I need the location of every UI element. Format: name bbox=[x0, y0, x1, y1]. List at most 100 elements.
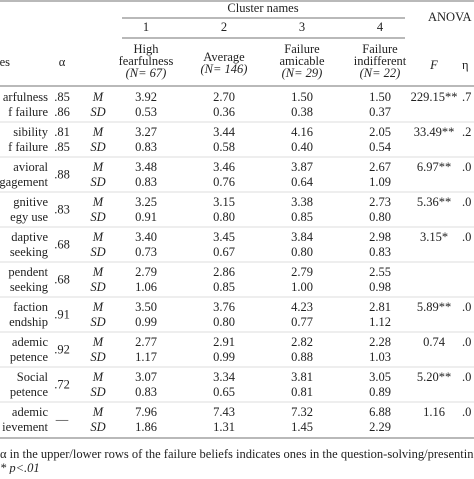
sd: 0.80 bbox=[369, 210, 391, 224]
sd: 1.17 bbox=[135, 350, 157, 364]
mean: 3.38 bbox=[291, 195, 313, 209]
alpha: .68 bbox=[54, 272, 70, 286]
stat-label: M bbox=[92, 370, 104, 384]
stat-label: M bbox=[92, 405, 104, 419]
stat-label: SD bbox=[90, 350, 105, 364]
row-label: ademic bbox=[12, 405, 49, 419]
sd: 0.80 bbox=[291, 245, 313, 259]
row-label: sibility bbox=[13, 125, 48, 139]
footnote: * p<.01 bbox=[0, 461, 40, 474]
mean: 7.32 bbox=[291, 405, 313, 419]
row-label: petence bbox=[10, 350, 49, 364]
row-label: f failure bbox=[8, 140, 48, 154]
mean: 2.81 bbox=[369, 300, 391, 314]
stat-label: M bbox=[92, 90, 104, 104]
cluster-number: 1 bbox=[143, 20, 149, 34]
mean: 2.70 bbox=[213, 90, 235, 104]
mean: 3.44 bbox=[213, 125, 236, 139]
sd: 0.83 bbox=[135, 385, 157, 399]
eta-value: .0 bbox=[462, 300, 471, 314]
stat-label: SD bbox=[90, 280, 105, 294]
mean: 2.55 bbox=[369, 265, 391, 279]
eta-value: .7 bbox=[462, 90, 471, 104]
sd: 0.99 bbox=[213, 350, 235, 364]
cluster-n: (N= 22) bbox=[360, 66, 401, 80]
mean: 3.50 bbox=[135, 300, 157, 314]
sd: 0.80 bbox=[213, 210, 235, 224]
cluster-number: 4 bbox=[377, 20, 384, 34]
stat-label: M bbox=[92, 230, 104, 244]
eta-value: .0 bbox=[462, 195, 471, 209]
sd: 0.91 bbox=[135, 210, 157, 224]
alpha: .86 bbox=[54, 105, 70, 119]
mean: 3.05 bbox=[369, 370, 391, 384]
cluster-n: (N= 146) bbox=[201, 62, 248, 76]
row-label: faction bbox=[13, 300, 48, 314]
cluster-number: 3 bbox=[299, 20, 305, 34]
sd: 0.73 bbox=[135, 245, 157, 259]
sd: 0.99 bbox=[135, 315, 157, 329]
mean: 2.86 bbox=[213, 265, 235, 279]
group-title: Cluster names bbox=[227, 1, 298, 15]
f-value: 5.20** bbox=[417, 370, 451, 384]
f-value: 5.89** bbox=[417, 300, 451, 314]
stat-label: SD bbox=[90, 175, 105, 189]
mean: 2.98 bbox=[369, 230, 391, 244]
mean: 3.48 bbox=[135, 160, 157, 174]
cluster-name: amicable bbox=[279, 54, 325, 68]
eta-value: .0 bbox=[462, 160, 471, 174]
mean: 3.07 bbox=[135, 370, 157, 384]
f-value: 3.15* bbox=[420, 230, 448, 244]
sd: 0.58 bbox=[213, 140, 235, 154]
mean: 2.67 bbox=[369, 160, 391, 174]
mean: 2.73 bbox=[369, 195, 391, 209]
alpha-label: α bbox=[59, 55, 66, 69]
variable-label: es bbox=[0, 55, 10, 69]
sd: 0.83 bbox=[369, 245, 391, 259]
mean: 3.76 bbox=[213, 300, 235, 314]
sd: 0.89 bbox=[369, 385, 391, 399]
sd: 0.64 bbox=[291, 175, 314, 189]
stat-label: SD bbox=[90, 385, 105, 399]
stat-label: M bbox=[92, 195, 104, 209]
cluster-number: 2 bbox=[221, 20, 227, 34]
sd: 0.85 bbox=[291, 210, 313, 224]
row-label: gagement bbox=[0, 175, 49, 189]
mean: 2.79 bbox=[135, 265, 157, 279]
sd: 0.81 bbox=[291, 385, 313, 399]
row-label: petence bbox=[10, 385, 49, 399]
row-label: pendent bbox=[8, 265, 48, 279]
row-label: endship bbox=[9, 315, 48, 329]
alpha: .91 bbox=[54, 307, 70, 321]
stat-label: SD bbox=[90, 315, 105, 329]
mean: 7.96 bbox=[135, 405, 157, 419]
stat-label: SD bbox=[90, 105, 105, 119]
sd: 0.40 bbox=[291, 140, 313, 154]
row-label: Social bbox=[17, 370, 49, 384]
mean: 4.16 bbox=[291, 125, 313, 139]
row-label: f failure bbox=[8, 105, 48, 119]
stat-label: M bbox=[92, 160, 104, 174]
sd: 0.53 bbox=[135, 105, 157, 119]
alpha: .88 bbox=[54, 167, 70, 181]
mean: 3.84 bbox=[291, 230, 314, 244]
stat-label: SD bbox=[90, 420, 105, 434]
sd: 0.88 bbox=[291, 350, 313, 364]
sd: 0.85 bbox=[213, 280, 235, 294]
mean: 3.40 bbox=[135, 230, 157, 244]
cluster-n: (N= 29) bbox=[282, 66, 323, 80]
mean: 3.92 bbox=[135, 90, 157, 104]
cluster-name: indifferent bbox=[354, 54, 407, 68]
mean: 4.23 bbox=[291, 300, 313, 314]
sd: 2.29 bbox=[369, 420, 391, 434]
mean: 3.25 bbox=[135, 195, 157, 209]
mean: 2.91 bbox=[213, 335, 235, 349]
f-value: 1.16 bbox=[423, 405, 445, 419]
mean: 3.15 bbox=[213, 195, 235, 209]
sd: 1.09 bbox=[369, 175, 391, 189]
sd: 0.38 bbox=[291, 105, 313, 119]
sd: 0.98 bbox=[369, 280, 391, 294]
stat-label: M bbox=[92, 335, 104, 349]
sd: 1.31 bbox=[213, 420, 235, 434]
cluster-name: Failure bbox=[284, 42, 320, 56]
